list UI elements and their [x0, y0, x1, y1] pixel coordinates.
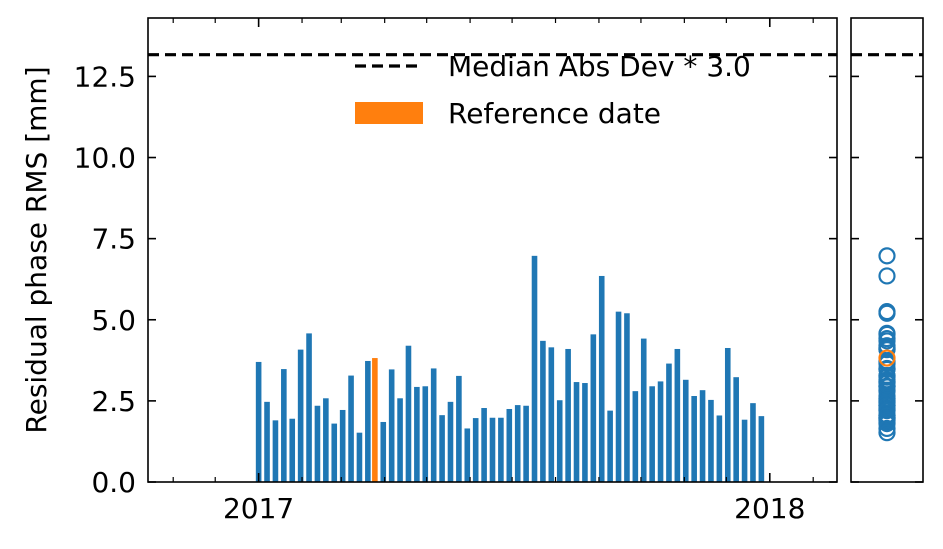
bar	[489, 417, 496, 482]
bar	[481, 408, 487, 482]
bar	[414, 386, 420, 482]
marginal-point	[878, 402, 896, 420]
bar	[456, 375, 462, 482]
bar	[640, 338, 647, 482]
x-tick-label: 2017	[223, 492, 294, 525]
bar	[255, 361, 262, 482]
bar	[556, 400, 563, 482]
reference-bar	[372, 358, 378, 482]
marginal-point	[878, 419, 896, 438]
bar	[464, 428, 471, 482]
bar	[632, 391, 639, 482]
bar	[708, 399, 714, 482]
bar	[674, 348, 681, 482]
legend-reference-label: Reference date	[448, 97, 661, 130]
y-tick-label: 0.0	[91, 466, 136, 499]
bar	[615, 311, 622, 482]
bar	[388, 369, 395, 482]
bar	[733, 377, 739, 482]
marginal-point	[878, 332, 896, 350]
bar	[682, 379, 689, 482]
bar	[323, 398, 329, 482]
bar	[590, 334, 597, 482]
bar	[666, 363, 672, 482]
marginal-point	[878, 424, 896, 442]
bar	[430, 368, 437, 482]
bar	[548, 347, 555, 482]
main-axes-frame	[147, 17, 838, 483]
side-axes-frame	[850, 17, 924, 483]
bar	[750, 403, 756, 482]
bar	[331, 423, 338, 482]
legend-reference-swatch	[355, 102, 423, 124]
bar	[439, 415, 445, 482]
marginal-point	[878, 304, 896, 322]
bar	[724, 347, 731, 482]
bar	[741, 419, 748, 482]
bar	[582, 383, 588, 482]
legend: Median Abs Dev * 3.0 Reference date	[355, 50, 751, 130]
bar	[506, 408, 513, 482]
marginal-points-group	[878, 247, 896, 442]
y-tick-label: 5.0	[91, 304, 136, 337]
x-tick-label: 2018	[734, 492, 805, 525]
bar	[447, 401, 454, 482]
y-tick-label: 10.0	[74, 142, 136, 175]
bar	[306, 333, 312, 482]
marginal-point	[878, 247, 896, 265]
bar	[472, 418, 479, 482]
bar	[565, 348, 571, 482]
marginal-point	[878, 354, 896, 373]
y-tick-label: 12.5	[74, 60, 136, 93]
bar	[758, 416, 765, 482]
bar	[339, 409, 346, 482]
bar	[289, 418, 296, 482]
bar	[297, 349, 304, 482]
bar	[272, 420, 279, 482]
bar	[281, 369, 287, 482]
bar	[699, 390, 706, 482]
y-axis-label: Residual phase RMS [mm]	[20, 66, 53, 433]
bar	[498, 417, 504, 482]
marginal-reference-point	[878, 349, 896, 367]
legend-threshold-label: Median Abs Dev * 3.0	[448, 50, 751, 83]
bar	[514, 405, 521, 482]
marginal-point	[878, 414, 896, 433]
bar	[348, 375, 354, 482]
x-axis-ticks: 2017 2018	[172, 18, 814, 525]
bar	[523, 405, 529, 482]
bar	[540, 340, 546, 482]
bar	[380, 421, 387, 482]
bar	[356, 432, 363, 482]
bar	[691, 396, 697, 482]
bar	[264, 401, 270, 482]
bar	[422, 386, 429, 482]
y-axis-ticks: 0.0 2.5 5.0 7.5 10.0 12.5	[74, 60, 923, 499]
bar	[598, 275, 605, 482]
main-bars-group	[255, 255, 765, 482]
bar	[573, 382, 580, 482]
marginal-point	[878, 360, 896, 379]
bar	[314, 405, 321, 482]
marginal-point	[878, 267, 896, 285]
bar	[624, 313, 630, 482]
bar	[365, 360, 371, 482]
bar	[649, 386, 655, 482]
bar	[657, 381, 664, 482]
bar	[716, 415, 723, 482]
bar	[607, 410, 613, 482]
bar	[397, 398, 403, 482]
bar	[531, 255, 538, 482]
y-tick-label: 2.5	[91, 385, 136, 418]
y-tick-label: 7.5	[91, 223, 136, 256]
bar	[405, 345, 412, 482]
